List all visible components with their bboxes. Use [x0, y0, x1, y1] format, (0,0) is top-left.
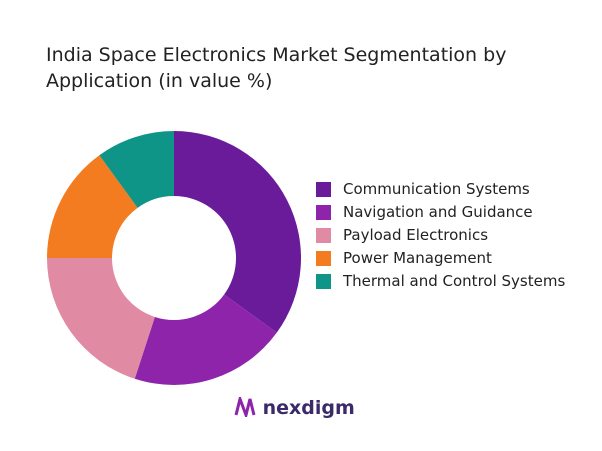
chart-title: India Space Electronics Market Segmentat… — [46, 44, 507, 92]
legend-label: Communication Systems — [343, 180, 530, 198]
legend-label: Payload Electronics — [343, 226, 489, 244]
donut-slice — [99, 131, 174, 208]
legend-swatch — [316, 182, 331, 197]
legend-label: Thermal and Control Systems — [343, 272, 566, 290]
legend-label: Power Management — [343, 249, 492, 267]
legend-label: Navigation and Guidance — [343, 203, 533, 221]
logo-icon — [234, 393, 256, 421]
legend-item: Payload Electronics — [316, 224, 566, 247]
legend: Communication Systems Navigation and Guid… — [316, 178, 566, 293]
legend-item: Power Management — [316, 247, 566, 270]
legend-swatch — [316, 274, 331, 289]
logo: nexdigm — [234, 393, 355, 421]
legend-item: Communication Systems — [316, 178, 566, 201]
logo-text: nexdigm — [262, 397, 355, 419]
legend-item: Thermal and Control Systems — [316, 270, 566, 293]
legend-swatch — [316, 205, 331, 220]
legend-item: Navigation and Guidance — [316, 201, 566, 224]
donut-slice — [47, 258, 155, 379]
donut-slice — [134, 294, 277, 386]
legend-swatch — [316, 251, 331, 266]
donut-slice — [174, 131, 301, 333]
donut-slice — [47, 155, 138, 258]
legend-swatch — [316, 228, 331, 243]
